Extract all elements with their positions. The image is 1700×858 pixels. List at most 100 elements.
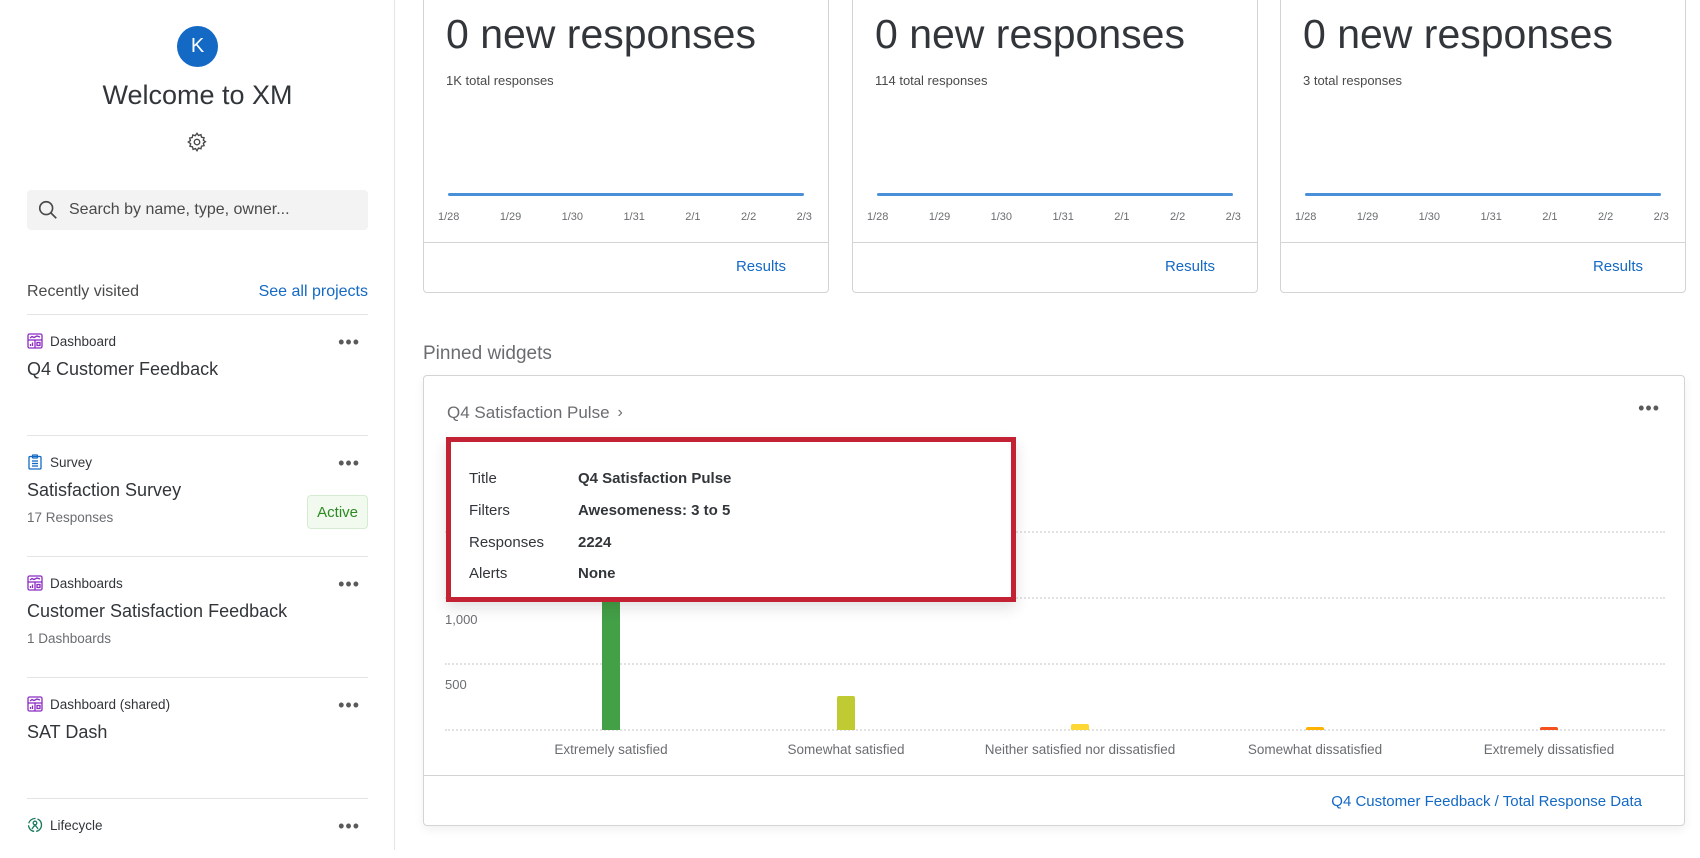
tooltip-value: Awesomeness: 3 to 5 [578,502,731,519]
search-input[interactable] [69,201,349,219]
bar-somewhat-satisfied[interactable] [837,696,855,730]
avatar-initial: K [190,35,205,57]
date-tick: 1/29 [499,211,522,223]
date-tick: 1/30 [561,211,584,223]
list-item[interactable]: Lifecycle ••• [27,798,368,858]
y-tick-label: 500 [445,677,467,692]
tooltip-key: Title [469,470,497,487]
more-options-icon[interactable]: ••• [338,453,360,473]
date-tick: 1/30 [990,211,1013,223]
more-options-icon[interactable]: ••• [1638,398,1660,418]
item-title[interactable]: SAT Dash [27,722,108,742]
new-responses-count: 0 new responses [446,11,756,57]
list-item[interactable]: Dashboard (shared) SAT Dash ••• [27,677,368,798]
date-tick: 1/28 [867,211,889,223]
tooltip-key: Responses [469,534,545,551]
date-tick: 2/2 [1169,211,1186,223]
sidebar: K Welcome to XM Recently visited See all… [0,0,395,850]
date-tick: 2/1 [1542,211,1558,223]
item-title[interactable]: Q4 Customer Feedback [27,359,219,379]
date-tick: 1/28 [1295,211,1317,223]
y-tick-label: 1,000 [445,612,478,627]
bar-neither[interactable] [1071,724,1089,730]
dashboard-icon [27,575,43,591]
x-axis-label: Somewhat dissatisfied [1247,742,1383,757]
widget-title-link[interactable]: Q4 Satisfaction Pulse › [447,403,623,423]
list-item[interactable]: Dashboards Customer Satisfaction Feedbac… [27,556,368,677]
date-tick: 2/1 [685,211,701,223]
list-item[interactable]: Survey Satisfaction Survey 17 Responses … [27,435,368,556]
item-type-label: Lifecycle [50,817,103,833]
date-tick: 2/3 [1653,211,1669,223]
see-all-projects-link[interactable]: See all projects [258,283,368,300]
x-axis-label: Neither satisfied nor dissatisfied [984,742,1176,757]
tooltip-value: None [578,565,616,582]
tooltip-row-title: Title Q4 Satisfaction Pulse [469,470,731,487]
date-axis: 1/28 1/29 1/30 1/31 2/1 2/2 2/3 [438,211,812,223]
avatar[interactable]: K [177,26,218,67]
results-link[interactable]: Results [735,258,786,275]
recently-visited-label: Recently visited [27,283,140,300]
tooltip-value: 2224 [578,534,612,551]
x-axis-label: Extremely satisfied [554,742,668,757]
item-type-label: Dashboard [50,333,117,349]
bar-extremely-dissatisfied[interactable] [1540,727,1558,730]
date-tick: 2/3 [1225,211,1241,223]
widget-info-tooltip: Title Q4 Satisfaction Pulse Filters Awes… [446,437,1016,602]
new-responses-count: 0 new responses [1303,11,1613,57]
total-responses: 114 total responses [875,73,988,88]
item-title[interactable]: Customer Satisfaction Feedback [27,601,288,621]
search-box[interactable] [27,190,368,230]
date-tick: 1/31 [623,211,645,223]
tooltip-key: Filters [469,502,510,519]
response-card: 0 new responses 114 total responses 1/28… [852,0,1258,293]
tooltip-value: Q4 Satisfaction Pulse [578,470,732,487]
lifecycle-icon [27,817,43,833]
total-responses: 3 total responses [1303,73,1403,88]
gridline [445,597,1665,599]
date-tick: 2/2 [740,211,757,223]
pinned-widgets-heading: Pinned widgets [423,343,552,364]
bar-somewhat-dissatisfied[interactable] [1306,727,1324,730]
date-tick: 1/28 [438,211,460,223]
date-tick: 2/2 [1597,211,1614,223]
more-options-icon[interactable]: ••• [338,816,360,836]
date-tick: 1/31 [1480,211,1502,223]
trend-line [1305,193,1661,196]
tooltip-key: Alerts [469,565,508,582]
dashboard-icon [27,696,43,712]
dashboard-icon [27,333,43,349]
date-tick: 2/1 [1114,211,1130,223]
baseline [445,729,1665,731]
more-options-icon[interactable]: ••• [338,332,360,352]
item-type-label: Dashboard (shared) [50,696,171,712]
date-tick: 1/29 [1356,211,1379,223]
tooltip-row-filters: Filters Awesomeness: 3 to 5 [469,502,730,519]
more-options-icon[interactable]: ••• [338,574,360,594]
list-item[interactable]: Dashboard Q4 Customer Feedback ••• [27,314,368,435]
source-link[interactable]: Q4 Customer Feedback / Total Response Da… [1331,793,1642,810]
bar-chart: 1,000 500 Extremely satisfied Somewhat s… [445,476,1665,757]
response-card: 0 new responses 1K total responses 1/28 … [423,0,829,293]
results-link[interactable]: Results [1592,258,1643,275]
gear-icon[interactable] [186,131,208,153]
results-link[interactable]: Results [1164,258,1215,275]
item-subtitle: 1 Dashboards [27,631,112,646]
status-badge: Active [307,495,368,529]
date-axis: 1/28 1/29 1/30 1/31 2/1 2/2 2/3 [867,211,1241,223]
item-title[interactable]: Satisfaction Survey [27,480,182,500]
date-axis: 1/28 1/29 1/30 1/31 2/1 2/2 2/3 [1295,211,1669,223]
tooltip-row-responses: Responses 2224 [469,534,611,551]
more-options-icon[interactable]: ••• [338,695,360,715]
date-tick: 1/31 [1052,211,1074,223]
date-tick: 1/29 [928,211,951,223]
chevron-right-icon: › [617,404,623,421]
tooltip-row-alerts: Alerts None [469,565,616,582]
x-axis-label: Extremely dissatisfied [1483,742,1615,757]
new-responses-count: 0 new responses [875,11,1185,57]
gridline [445,531,1665,533]
search-icon [38,200,57,219]
date-tick: 2/3 [796,211,812,223]
total-responses: 1K total responses [446,73,554,88]
recently-visited-header: Recently visited See all projects [27,283,368,301]
